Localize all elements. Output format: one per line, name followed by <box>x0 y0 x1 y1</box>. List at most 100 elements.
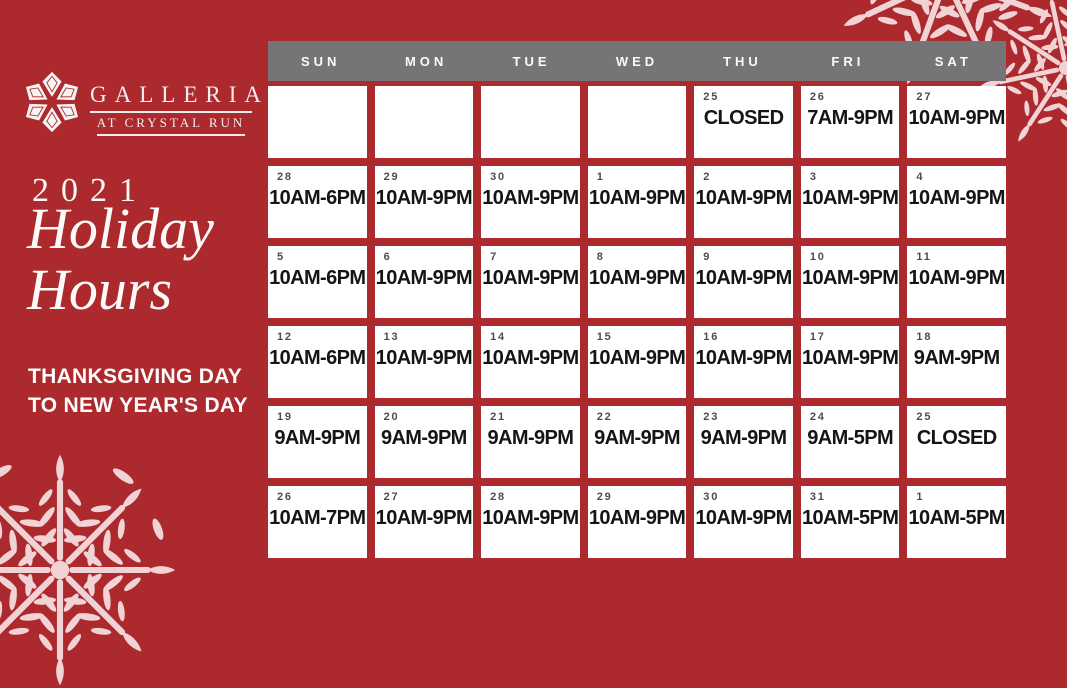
calendar-cell-4: 4 10AM-9PM <box>907 166 1006 238</box>
brand-text: GALLERIA AT CRYSTAL RUN <box>90 82 261 136</box>
calendar-cell-5: 5 10AM-6PM <box>268 246 367 318</box>
subtitle-line1: THANKSGIVING DAY <box>28 365 243 388</box>
calendar-cell-25: 25 CLOSED <box>694 86 793 158</box>
cell-date: 14 <box>490 331 506 343</box>
cell-date: 20 <box>383 411 400 423</box>
cell-hours: 10AM-9PM <box>375 347 473 369</box>
cell-date: 16 <box>703 331 720 343</box>
calendar-cell-3: 3 10AM-9PM <box>800 166 900 238</box>
brand: GALLERIA AT CRYSTAL RUN <box>20 64 261 140</box>
cell-hours: 10AM-6PM <box>269 267 366 289</box>
day-header-sat: SAT <box>934 53 972 69</box>
cell-hours: 10AM-9PM <box>375 507 473 529</box>
calendar-cell-empty <box>268 86 367 158</box>
calendar-cell-22: 22 9AM-9PM <box>587 406 687 478</box>
cell-date: 26 <box>809 91 826 103</box>
calendar-cell-11: 11 10AM-9PM <box>907 246 1006 318</box>
brand-tagline: AT CRYSTAL RUN <box>96 115 246 136</box>
calendar-cell-1: 1 10AM-5PM <box>907 486 1006 558</box>
cell-date: 11 <box>916 251 932 263</box>
cell-hours: 10AM-9PM <box>588 267 686 289</box>
calendar-cell-8: 8 10AM-9PM <box>587 246 687 318</box>
calendar-cell-31: 31 10AM-5PM <box>800 486 900 558</box>
calendar-cell-empty <box>587 86 687 158</box>
cell-date: 4 <box>916 171 925 183</box>
cell-hours: 10AM-9PM <box>588 187 686 209</box>
cell-date: 2 <box>703 171 712 183</box>
cell-date: 29 <box>383 171 400 183</box>
cell-date: 22 <box>596 411 613 423</box>
subtitle-line2: TO NEW YEAR'S DAY <box>28 394 248 417</box>
cell-date: 9 <box>703 251 712 263</box>
calendar-cell-23: 23 9AM-9PM <box>694 406 793 478</box>
cell-date: 27 <box>383 491 400 503</box>
calendar-cell-25: 25 CLOSED <box>907 406 1006 478</box>
cell-date: 19 <box>277 411 293 423</box>
cell-hours: 10AM-9PM <box>695 267 792 289</box>
brand-name: GALLERIA <box>90 82 261 113</box>
snowflake-icon <box>0 452 178 688</box>
day-header-tue: TUE <box>512 53 551 69</box>
calendar-cell-9: 9 10AM-9PM <box>694 246 793 318</box>
calendar-cell-18: 18 9AM-9PM <box>907 326 1006 398</box>
cell-date: 25 <box>703 91 720 103</box>
cell-date: 28 <box>277 171 293 183</box>
cell-hours: 9AM-5PM <box>807 427 894 449</box>
calendar-cell-21: 21 9AM-9PM <box>481 406 580 478</box>
title-line2: Hours <box>27 257 173 322</box>
cell-hours: 10AM-5PM <box>801 507 899 529</box>
cell-date: 6 <box>383 251 392 263</box>
cell-hours: 9AM-9PM <box>380 427 467 449</box>
calendar-cell-28: 28 10AM-9PM <box>481 486 580 558</box>
cell-date: 25 <box>916 411 933 423</box>
calendar-cell-30: 30 10AM-9PM <box>694 486 793 558</box>
calendar-cell-26: 26 7AM-9PM <box>800 86 900 158</box>
calendar-cell-16: 16 10AM-9PM <box>694 326 793 398</box>
cell-date: 26 <box>277 491 293 503</box>
cell-hours: 10AM-6PM <box>269 187 366 209</box>
calendar-cell-1: 1 10AM-9PM <box>587 166 687 238</box>
calendar-cell-15: 15 10AM-9PM <box>587 326 687 398</box>
calendar-cell-20: 20 9AM-9PM <box>374 406 474 478</box>
cell-date: 3 <box>809 171 818 183</box>
cell-date: 18 <box>916 331 933 343</box>
cell-hours: 10AM-9PM <box>482 507 579 529</box>
day-header-fri: FRI <box>831 53 865 69</box>
cell-date: 23 <box>703 411 720 423</box>
calendar-day-header-row: SUN MON TUE WED THU FRI SAT <box>268 41 1006 81</box>
cell-hours: 10AM-9PM <box>695 507 792 529</box>
cell-hours: 10AM-6PM <box>269 347 366 369</box>
cell-hours: 10AM-9PM <box>482 347 579 369</box>
cell-hours: 10AM-9PM <box>695 347 792 369</box>
cell-hours: 10AM-9PM <box>695 187 792 209</box>
cell-hours: 10AM-7PM <box>269 507 366 529</box>
cell-date: 8 <box>596 251 605 263</box>
cell-date: 30 <box>490 171 506 183</box>
day-header-wed: WED <box>615 53 659 69</box>
cell-hours: CLOSED <box>916 427 997 449</box>
cell-date: 10 <box>809 251 826 263</box>
subtitle: THANKSGIVING DAY TO NEW YEAR'S DAY <box>28 362 248 420</box>
calendar-cell-10: 10 10AM-9PM <box>800 246 900 318</box>
cell-hours: 10AM-9PM <box>375 187 473 209</box>
calendar-cell-24: 24 9AM-5PM <box>800 406 900 478</box>
calendar-cell-empty <box>374 86 474 158</box>
cell-hours: 10AM-9PM <box>375 267 473 289</box>
cell-hours: 10AM-9PM <box>482 187 579 209</box>
calendar-cell-26: 26 10AM-7PM <box>268 486 367 558</box>
calendar-cell-27: 27 10AM-9PM <box>907 86 1006 158</box>
calendar-cell-2: 2 10AM-9PM <box>694 166 793 238</box>
calendar-cell-28: 28 10AM-6PM <box>268 166 367 238</box>
day-header-mon: MON <box>404 53 448 69</box>
cell-hours: 10AM-5PM <box>908 507 1006 529</box>
day-header-sun: SUN <box>300 53 341 69</box>
cell-date: 30 <box>703 491 720 503</box>
cell-date: 5 <box>277 251 285 263</box>
cell-date: 12 <box>277 331 293 343</box>
title-year: 2021 <box>32 172 148 209</box>
cell-hours: 9AM-9PM <box>700 427 787 449</box>
calendar-cell-19: 19 9AM-9PM <box>268 406 367 478</box>
cell-date: 13 <box>383 331 400 343</box>
cell-hours: 10AM-9PM <box>908 267 1006 289</box>
cell-hours: 9AM-9PM <box>594 427 680 449</box>
